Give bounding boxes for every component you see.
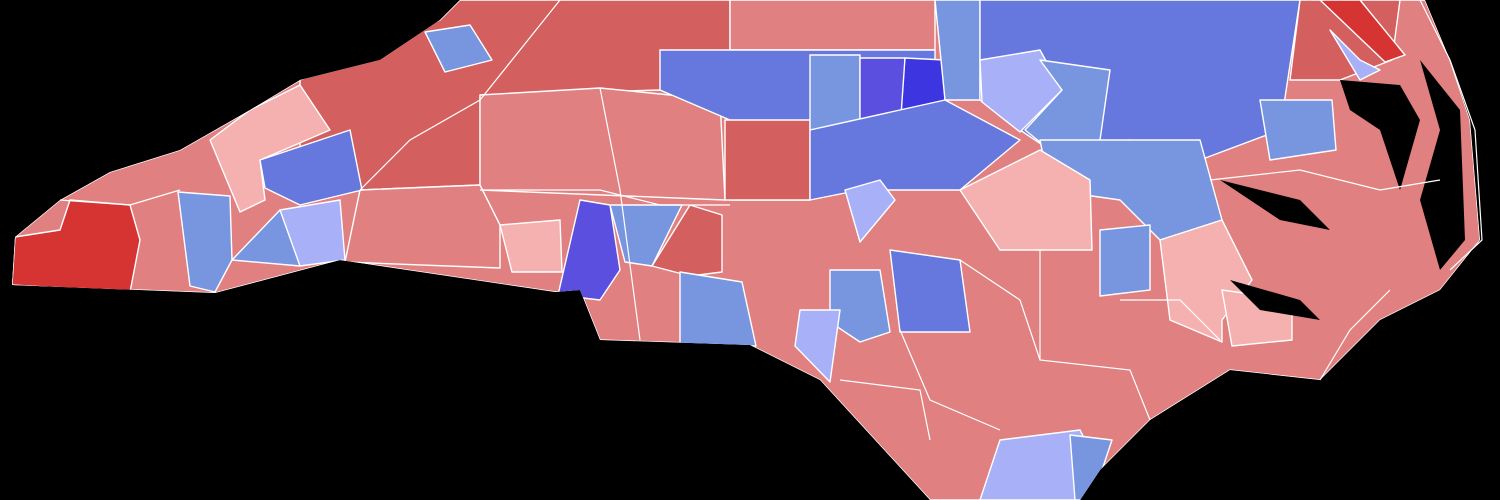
county — [479, 87, 726, 201]
county — [724, 119, 811, 201]
water — [1220, 60, 1465, 320]
county — [177, 191, 233, 293]
coastline — [1319, 289, 1391, 381]
sound — [1420, 60, 1465, 270]
county — [979, 49, 1063, 133]
border — [959, 259, 1041, 361]
county-borders — [59, 0, 1441, 441]
county — [679, 271, 757, 347]
border — [359, 0, 561, 191]
border — [1039, 250, 1151, 421]
coastline — [1419, 0, 1483, 271]
county — [809, 54, 861, 131]
county — [344, 184, 501, 269]
sound — [1340, 80, 1420, 190]
county — [1329, 29, 1381, 81]
county-map — [12, 0, 1480, 500]
border — [480, 189, 730, 206]
county — [499, 219, 563, 273]
county — [424, 24, 493, 73]
river — [1230, 280, 1320, 320]
county — [259, 129, 363, 206]
border — [1209, 169, 1441, 191]
river — [1220, 180, 1330, 230]
county — [1069, 434, 1113, 500]
county — [209, 84, 331, 213]
county — [1319, 0, 1406, 63]
county — [729, 0, 936, 51]
county — [1159, 219, 1253, 343]
county — [844, 179, 896, 243]
county — [959, 149, 1093, 251]
border — [59, 189, 181, 206]
border — [599, 87, 641, 341]
border — [839, 379, 931, 441]
outer-banks — [1319, 0, 1483, 381]
county — [279, 199, 346, 267]
county — [557, 199, 621, 301]
border — [1120, 299, 1221, 341]
county — [889, 249, 971, 333]
county — [1099, 224, 1151, 297]
county — [794, 309, 841, 383]
border — [899, 329, 1001, 431]
county — [1259, 99, 1337, 161]
